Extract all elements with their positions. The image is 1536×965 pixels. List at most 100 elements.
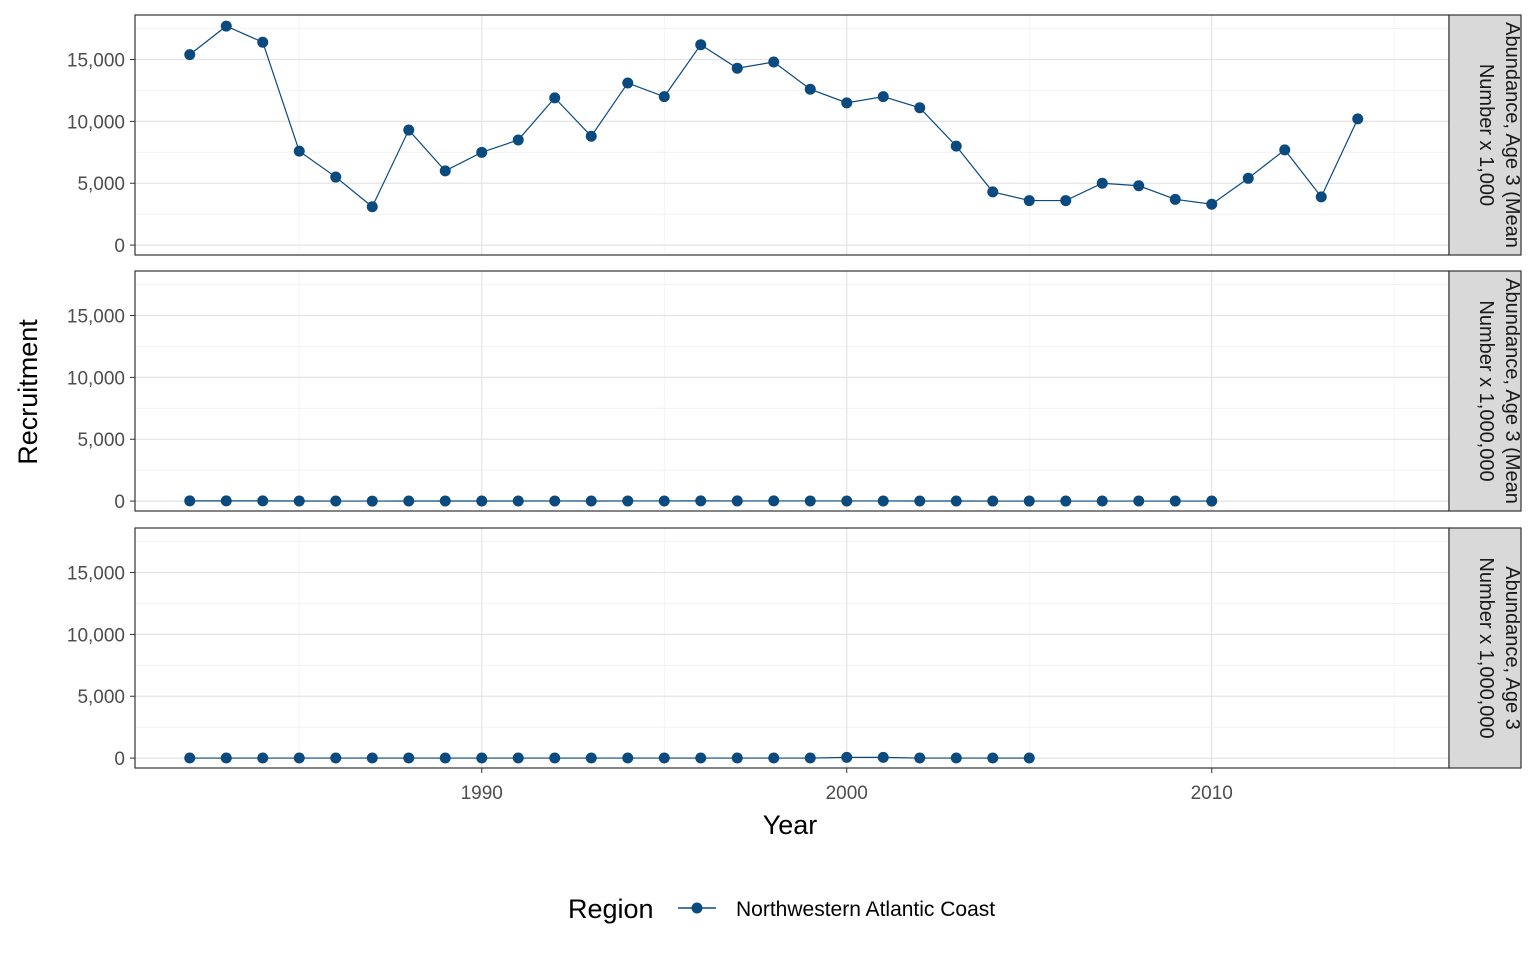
data-point [1206,199,1217,210]
data-point [476,147,487,158]
series-line [190,757,1030,758]
data-point [768,495,779,506]
data-point [1279,144,1290,155]
panel-background [135,528,1449,768]
data-point [987,496,998,507]
data-point [914,102,925,113]
data-point [805,495,816,506]
data-point [622,753,633,764]
data-point [732,495,743,506]
data-point [367,496,378,507]
data-point [586,131,597,142]
data-point [367,753,378,764]
data-point [622,78,633,89]
data-point [403,495,414,506]
facet-strip-label: Abundance, Age 3 [1501,566,1523,729]
data-point [513,753,524,764]
data-point [987,186,998,197]
data-point [659,91,670,102]
data-point [294,753,305,764]
y-tick-label: 5,000 [77,687,125,708]
data-point [1024,195,1035,206]
y-tick-label: 0 [114,236,125,257]
data-point [878,752,889,763]
x-tick-label: 2000 [826,783,868,804]
y-tick-label: 5,000 [77,430,125,451]
facet-strip-label: Abundance, Age 3 (Mean [1501,22,1523,248]
data-point [513,495,524,506]
data-point [221,21,232,32]
data-point [768,753,779,764]
data-point [841,495,852,506]
data-point [184,753,195,764]
data-point [403,753,414,764]
data-point [878,495,889,506]
y-tick-label: 10,000 [67,625,125,646]
x-axis-title: Year [763,810,818,840]
data-point [659,495,670,506]
data-point [695,495,706,506]
data-point [586,753,597,764]
data-point [1024,496,1035,507]
data-point [1060,496,1071,507]
panel-background [135,271,1449,511]
data-point [695,753,706,764]
data-point [987,753,998,764]
data-point [403,125,414,136]
data-point [513,134,524,145]
data-point [1097,496,1108,507]
y-tick-label: 0 [114,749,125,770]
data-point [1206,496,1217,507]
data-point [659,753,670,764]
data-point [841,752,852,763]
data-point [732,753,743,764]
data-point [914,495,925,506]
data-point [221,753,232,764]
data-point [440,165,451,176]
data-point [732,63,743,74]
data-point [549,753,560,764]
data-point [1133,496,1144,507]
data-point [805,84,816,95]
data-point [914,753,925,764]
data-point [1352,113,1363,124]
data-point [184,495,195,506]
data-point [330,172,341,183]
y-tick-label: 15,000 [67,51,125,72]
data-point [1097,178,1108,189]
y-tick-label: 0 [114,492,125,513]
y-tick-label: 10,000 [67,368,125,389]
data-point [257,753,268,764]
data-point [184,49,195,60]
data-point [841,97,852,108]
data-point [221,495,232,506]
y-tick-label: 10,000 [67,112,125,133]
data-point [476,753,487,764]
facet-strip-label: Abundance, Age 3 (Mean [1501,278,1523,504]
data-point [294,146,305,157]
facet-strip-label: Number x 1,000,000 [1475,300,1497,481]
data-point [440,496,451,507]
y-tick-label: 5,000 [77,174,125,195]
data-point [257,495,268,506]
data-point [476,496,487,507]
x-tick-label: 2010 [1191,783,1233,804]
data-point [951,141,962,152]
data-point [695,39,706,50]
data-point [805,753,816,764]
legend-entry-label: Northwestern Atlantic Coast [736,898,995,921]
data-point [257,37,268,48]
facet-panel: 0 5,000 10,000 15,000 Abundance, Age 3 (Mean… [67,15,1523,257]
legend-title: Region [568,894,654,924]
data-point [1133,180,1144,191]
data-point [951,753,962,764]
data-point [549,92,560,103]
panel-background [135,15,1449,255]
facet-strip-label: Number x 1,000 [1475,64,1497,206]
data-point [1060,195,1071,206]
data-point [440,753,451,764]
data-point [330,496,341,507]
data-point [294,496,305,507]
